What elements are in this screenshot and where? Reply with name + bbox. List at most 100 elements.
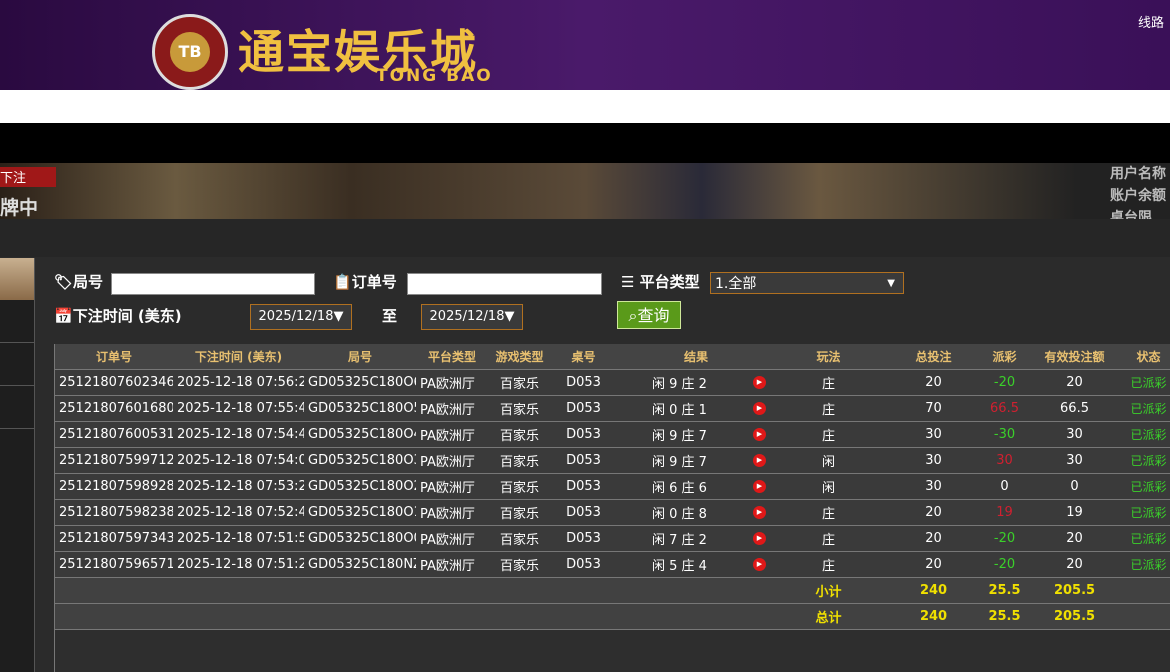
round-label: 🏷局号 xyxy=(54,273,104,291)
cell: -20 xyxy=(986,525,1024,552)
side-tab[interactable] xyxy=(0,258,34,300)
cell: 闲 9 庄 7 xyxy=(616,447,743,474)
video-icon[interactable]: ▶ xyxy=(753,376,766,389)
cell: 251218075973431 xyxy=(55,525,173,552)
cell: 百家乐 xyxy=(488,551,551,578)
cell: -30 xyxy=(986,421,1024,448)
cell: 2025-12-18 07:51:20 xyxy=(173,551,304,578)
cell: 百家乐 xyxy=(488,499,551,526)
video-cell: ▶ xyxy=(743,499,777,526)
cell: 20 xyxy=(1023,551,1127,578)
header-row: 订单号 下注时间 (美东) 局号 平台类型 游戏类型 桌号 结果 玩法 总投注 派彩 有效投注额 状态 xyxy=(55,344,1170,370)
cell: GD05325C180NZ xyxy=(304,551,416,578)
cell: 闲 5 庄 4 xyxy=(616,551,743,578)
cell: 251218075965710 xyxy=(55,551,173,578)
side-line xyxy=(0,385,34,386)
column-header: 结果 xyxy=(616,344,777,370)
cell: 庄 xyxy=(776,525,882,552)
to-label: 至 xyxy=(382,307,398,325)
bet-row: 251218076023464 2025-12-18 07:56:29 GD0532… xyxy=(55,369,1170,396)
spacer xyxy=(55,603,777,630)
video-icon[interactable]: ▶ xyxy=(753,558,766,571)
cell: 20 xyxy=(881,551,987,578)
cell: 已派彩 xyxy=(1126,395,1170,422)
video-icon[interactable]: ▶ xyxy=(753,506,766,519)
column-header: 玩法 xyxy=(776,344,882,370)
cell: 30 xyxy=(881,447,987,474)
column-header: 有效投注额 xyxy=(1023,344,1127,370)
bet-table: 订单号 下注时间 (美东) 局号 平台类型 游戏类型 桌号 结果 玩法 总投注 派彩 有效投注额 状态… xyxy=(55,344,1170,630)
time-label: 📅下注时间 (美东) xyxy=(54,307,182,325)
sum-cell: 205.5 xyxy=(1023,577,1127,604)
bet-row: 251218075982382 2025-12-18 07:52:44 GD0532… xyxy=(55,499,1170,526)
cell: 庄 xyxy=(776,369,882,396)
cell: GD05325C180O2 xyxy=(304,473,416,500)
order-label: 📋订单号 xyxy=(333,273,397,291)
column-header: 平台类型 xyxy=(416,344,488,370)
round-label-text: 局号 xyxy=(73,273,104,291)
bet-row: 251218075997121 2025-12-18 07:54:03 GD0532… xyxy=(55,447,1170,474)
cell: PA欧洲厅 xyxy=(416,525,488,552)
video-icon[interactable]: ▶ xyxy=(753,454,766,467)
game-background: 下注 牌中 用户名称 账户余额 桌台限 xyxy=(0,163,1170,226)
video-cell: ▶ xyxy=(743,473,777,500)
platform-select[interactable]: 1.全部 ▼ xyxy=(710,272,904,294)
cell: 2025-12-18 07:54:47 xyxy=(173,421,304,448)
cell: -20 xyxy=(986,551,1024,578)
logo-chip: TB xyxy=(152,14,228,90)
column-header: 派彩 xyxy=(986,344,1024,370)
cell: 百家乐 xyxy=(488,421,551,448)
bg-right-text: 用户名称 xyxy=(1110,166,1166,182)
column-header: 订单号 xyxy=(55,344,173,370)
order-label-text: 订单号 xyxy=(351,273,397,291)
spacer xyxy=(1126,577,1170,604)
cell: 百家乐 xyxy=(488,473,551,500)
bet-row: 251218076016803 2025-12-18 07:55:49 GD0532… xyxy=(55,395,1170,422)
cell: 庄 xyxy=(776,395,882,422)
white-bar xyxy=(0,90,1170,123)
cell: 20 xyxy=(1023,525,1127,552)
cell: GD05325C180O6 xyxy=(304,369,416,396)
platform-label-text: 平台类型 xyxy=(639,273,700,291)
order-input[interactable] xyxy=(407,273,602,295)
cell: GD05325C180O5 xyxy=(304,395,416,422)
bet-row: 251218075989284 2025-12-18 07:53:20 GD0532… xyxy=(55,473,1170,500)
cell: 0 xyxy=(1023,473,1127,500)
search-button[interactable]: ⌕查询 xyxy=(617,301,681,329)
video-icon[interactable]: ▶ xyxy=(753,402,766,415)
logo-badge: TB xyxy=(170,32,210,72)
cell: 闲 9 庄 7 xyxy=(616,421,743,448)
cell: 闲 xyxy=(776,447,882,474)
column-header: 桌号 xyxy=(551,344,616,370)
date-from[interactable]: 2025/12/18▼ xyxy=(250,304,352,330)
cell: D053 xyxy=(551,395,616,422)
cell: 已派彩 xyxy=(1126,499,1170,526)
spacer xyxy=(1126,603,1170,630)
cell: 66.5 xyxy=(986,395,1024,422)
column-header: 下注时间 (美东) xyxy=(173,344,304,370)
bg-right-text: 账户余额 xyxy=(1110,188,1166,204)
cell: 251218075982382 xyxy=(55,499,173,526)
video-icon[interactable]: ▶ xyxy=(753,428,766,441)
cell: 20 xyxy=(881,499,987,526)
line-link[interactable]: 线路 xyxy=(1138,16,1165,31)
cell: 闲 9 庄 2 xyxy=(616,369,743,396)
bg-left-text: 牌中 xyxy=(0,197,39,219)
cell: 30 xyxy=(881,421,987,448)
cell: 2025-12-18 07:53:20 xyxy=(173,473,304,500)
cell: PA欧洲厅 xyxy=(416,421,488,448)
cell: 19 xyxy=(986,499,1024,526)
sum-row: 小计 240 25.5 205.5 xyxy=(55,577,1170,604)
cell: 66.5 xyxy=(1023,395,1127,422)
bet-row: 251218075973431 2025-12-18 07:51:58 GD0532… xyxy=(55,525,1170,552)
round-input[interactable] xyxy=(111,273,315,295)
spacer xyxy=(55,577,777,604)
video-icon[interactable]: ▶ xyxy=(753,532,766,545)
cell: 已派彩 xyxy=(1126,447,1170,474)
video-cell: ▶ xyxy=(743,369,777,396)
video-icon[interactable]: ▶ xyxy=(753,480,766,493)
cell: GD05325C180O4 xyxy=(304,421,416,448)
date-to[interactable]: 2025/12/18▼ xyxy=(421,304,523,330)
side-line xyxy=(0,428,34,429)
platform-label: ☰ 平台类型 xyxy=(621,273,700,291)
